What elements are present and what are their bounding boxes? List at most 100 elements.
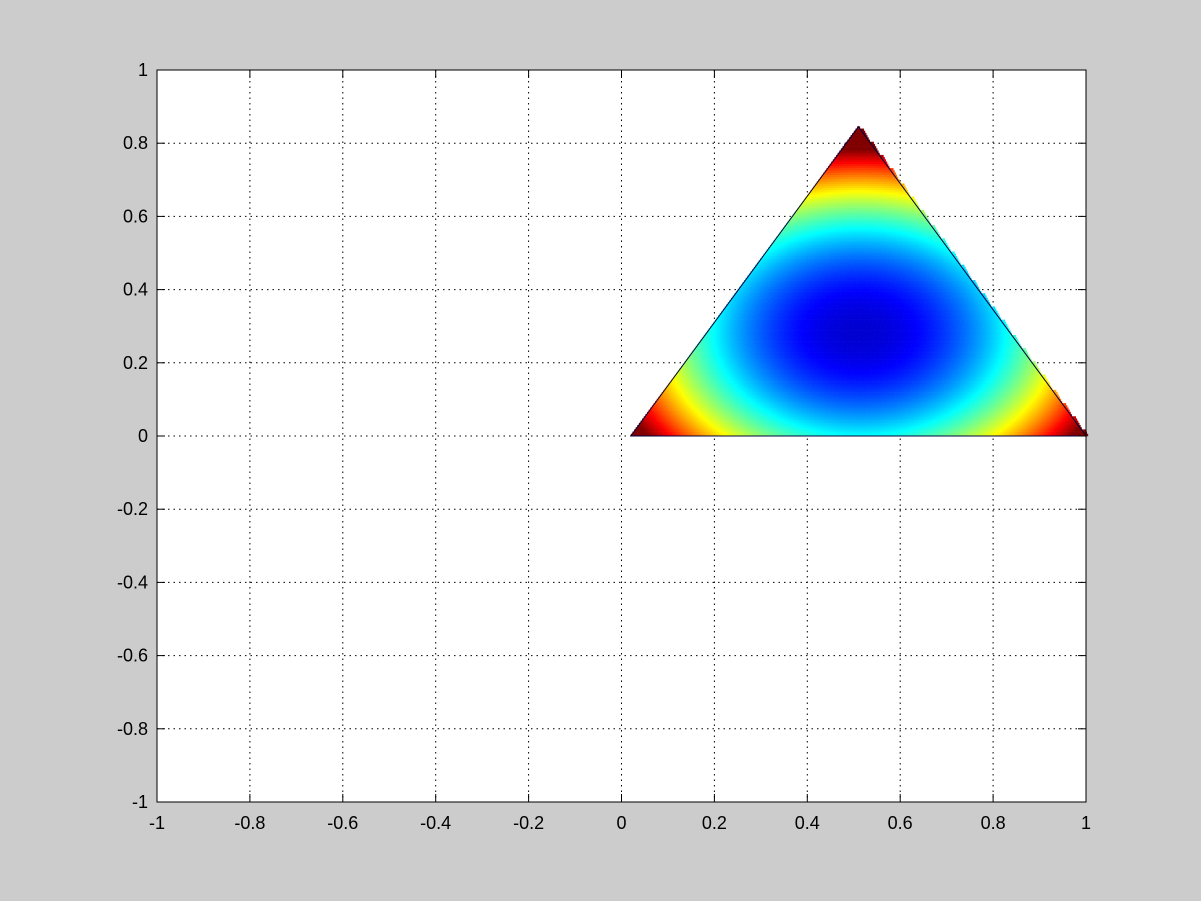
heatmap-cell xyxy=(956,385,960,388)
heatmap-cell xyxy=(852,400,856,404)
heatmap-cell xyxy=(664,403,668,406)
heatmap-cell xyxy=(745,433,749,437)
heatmap-cell xyxy=(779,409,783,413)
heatmap-cell xyxy=(800,418,805,421)
heatmap-cell xyxy=(984,392,988,395)
heatmap-cell xyxy=(854,383,858,386)
heatmap-cell xyxy=(1034,400,1038,404)
heatmap-cell xyxy=(915,433,919,437)
heatmap-cell xyxy=(690,363,694,367)
heatmap-cell xyxy=(838,409,842,413)
heatmap-cell xyxy=(841,378,845,382)
heatmap-cell xyxy=(1009,433,1013,437)
heatmap-cell xyxy=(803,418,807,421)
heatmap-cell xyxy=(662,405,667,408)
heatmap-cell xyxy=(712,425,716,428)
heatmap-cell xyxy=(837,376,841,380)
heatmap-cell xyxy=(650,414,654,417)
heatmap-cell xyxy=(828,365,832,369)
heatmap-cell xyxy=(860,398,864,402)
heatmap-cell xyxy=(715,414,719,417)
heatmap-cell xyxy=(767,418,771,421)
heatmap-cell xyxy=(781,407,785,410)
heatmap-cell xyxy=(799,431,803,435)
heatmap-cell xyxy=(764,407,768,410)
heatmap-cell xyxy=(686,365,690,369)
heatmap-cell xyxy=(798,376,802,380)
heatmap-cell xyxy=(939,385,943,388)
heatmap-cell xyxy=(856,381,860,384)
heatmap-cell xyxy=(762,429,766,432)
heatmap-cell xyxy=(949,367,953,371)
heatmap-cell xyxy=(899,367,903,371)
heatmap-cell xyxy=(939,411,943,415)
heatmap-cell xyxy=(995,407,999,410)
heatmap-cell xyxy=(699,431,703,435)
heatmap-cell xyxy=(772,427,776,430)
heatmap-cell xyxy=(868,372,872,375)
heatmap-cell xyxy=(853,427,857,430)
heatmap-cell xyxy=(952,383,956,386)
heatmap-cell xyxy=(803,396,807,399)
heatmap-cell xyxy=(671,416,675,419)
heatmap-cell xyxy=(880,394,884,397)
heatmap-cell xyxy=(765,387,769,391)
heatmap-cell xyxy=(932,376,936,380)
heatmap-cell xyxy=(821,398,825,402)
heatmap-cell xyxy=(943,414,947,417)
heatmap-cell xyxy=(820,387,824,391)
heatmap-cell xyxy=(843,425,847,428)
heatmap-cell xyxy=(733,433,737,437)
heatmap-cell xyxy=(1050,389,1054,393)
heatmap-cell xyxy=(915,398,919,402)
heatmap-cell xyxy=(894,385,898,388)
heatmap-cell xyxy=(775,433,779,437)
heatmap-cell xyxy=(732,416,736,419)
heatmap-cell xyxy=(937,403,941,406)
heatmap-cell xyxy=(791,416,795,419)
heatmap-cell xyxy=(674,416,678,419)
heatmap-cell xyxy=(906,385,910,388)
heatmap-cell xyxy=(798,414,802,417)
heatmap-cell xyxy=(704,389,709,393)
heatmap-cell xyxy=(825,427,829,430)
heatmap-cell xyxy=(686,407,690,410)
heatmap-cell xyxy=(900,374,904,378)
heatmap-cell xyxy=(825,359,829,362)
heatmap-cell xyxy=(842,418,846,421)
heatmap-cell xyxy=(904,409,909,413)
heatmap-cell xyxy=(856,361,861,364)
heatmap-cell xyxy=(1015,387,1019,391)
heatmap-cell xyxy=(999,425,1003,428)
heatmap-cell xyxy=(665,420,669,424)
heatmap-cell xyxy=(1035,372,1039,375)
heatmap-cell xyxy=(981,407,985,410)
heatmap-cell xyxy=(898,392,902,395)
heatmap-cell xyxy=(823,398,827,402)
heatmap-cell xyxy=(878,365,882,369)
heatmap-cell xyxy=(824,367,828,371)
heatmap-cell xyxy=(703,361,707,364)
heatmap-cell xyxy=(863,420,867,424)
heatmap-cell xyxy=(769,427,773,430)
heatmap-cell xyxy=(787,387,791,391)
heatmap-cell xyxy=(1038,429,1042,432)
heatmap-cell xyxy=(818,387,822,391)
heatmap-cell xyxy=(858,411,862,415)
heatmap-cell xyxy=(988,394,992,397)
heatmap-cell xyxy=(876,429,880,432)
heatmap-cell xyxy=(915,361,919,364)
heatmap-cell xyxy=(888,367,892,371)
heatmap-cell xyxy=(868,383,872,386)
heatmap-cell xyxy=(698,394,702,397)
heatmap-cell xyxy=(956,400,960,404)
heatmap-cell xyxy=(1032,361,1036,364)
heatmap-cell xyxy=(1011,363,1015,367)
heatmap-cell xyxy=(955,409,959,413)
heatmap-cell xyxy=(996,409,1001,413)
heatmap-cell xyxy=(689,414,694,417)
heatmap-cell xyxy=(839,407,843,410)
heatmap-cell xyxy=(698,387,702,391)
heatmap-cell xyxy=(896,387,900,391)
heatmap-cell xyxy=(923,365,927,369)
